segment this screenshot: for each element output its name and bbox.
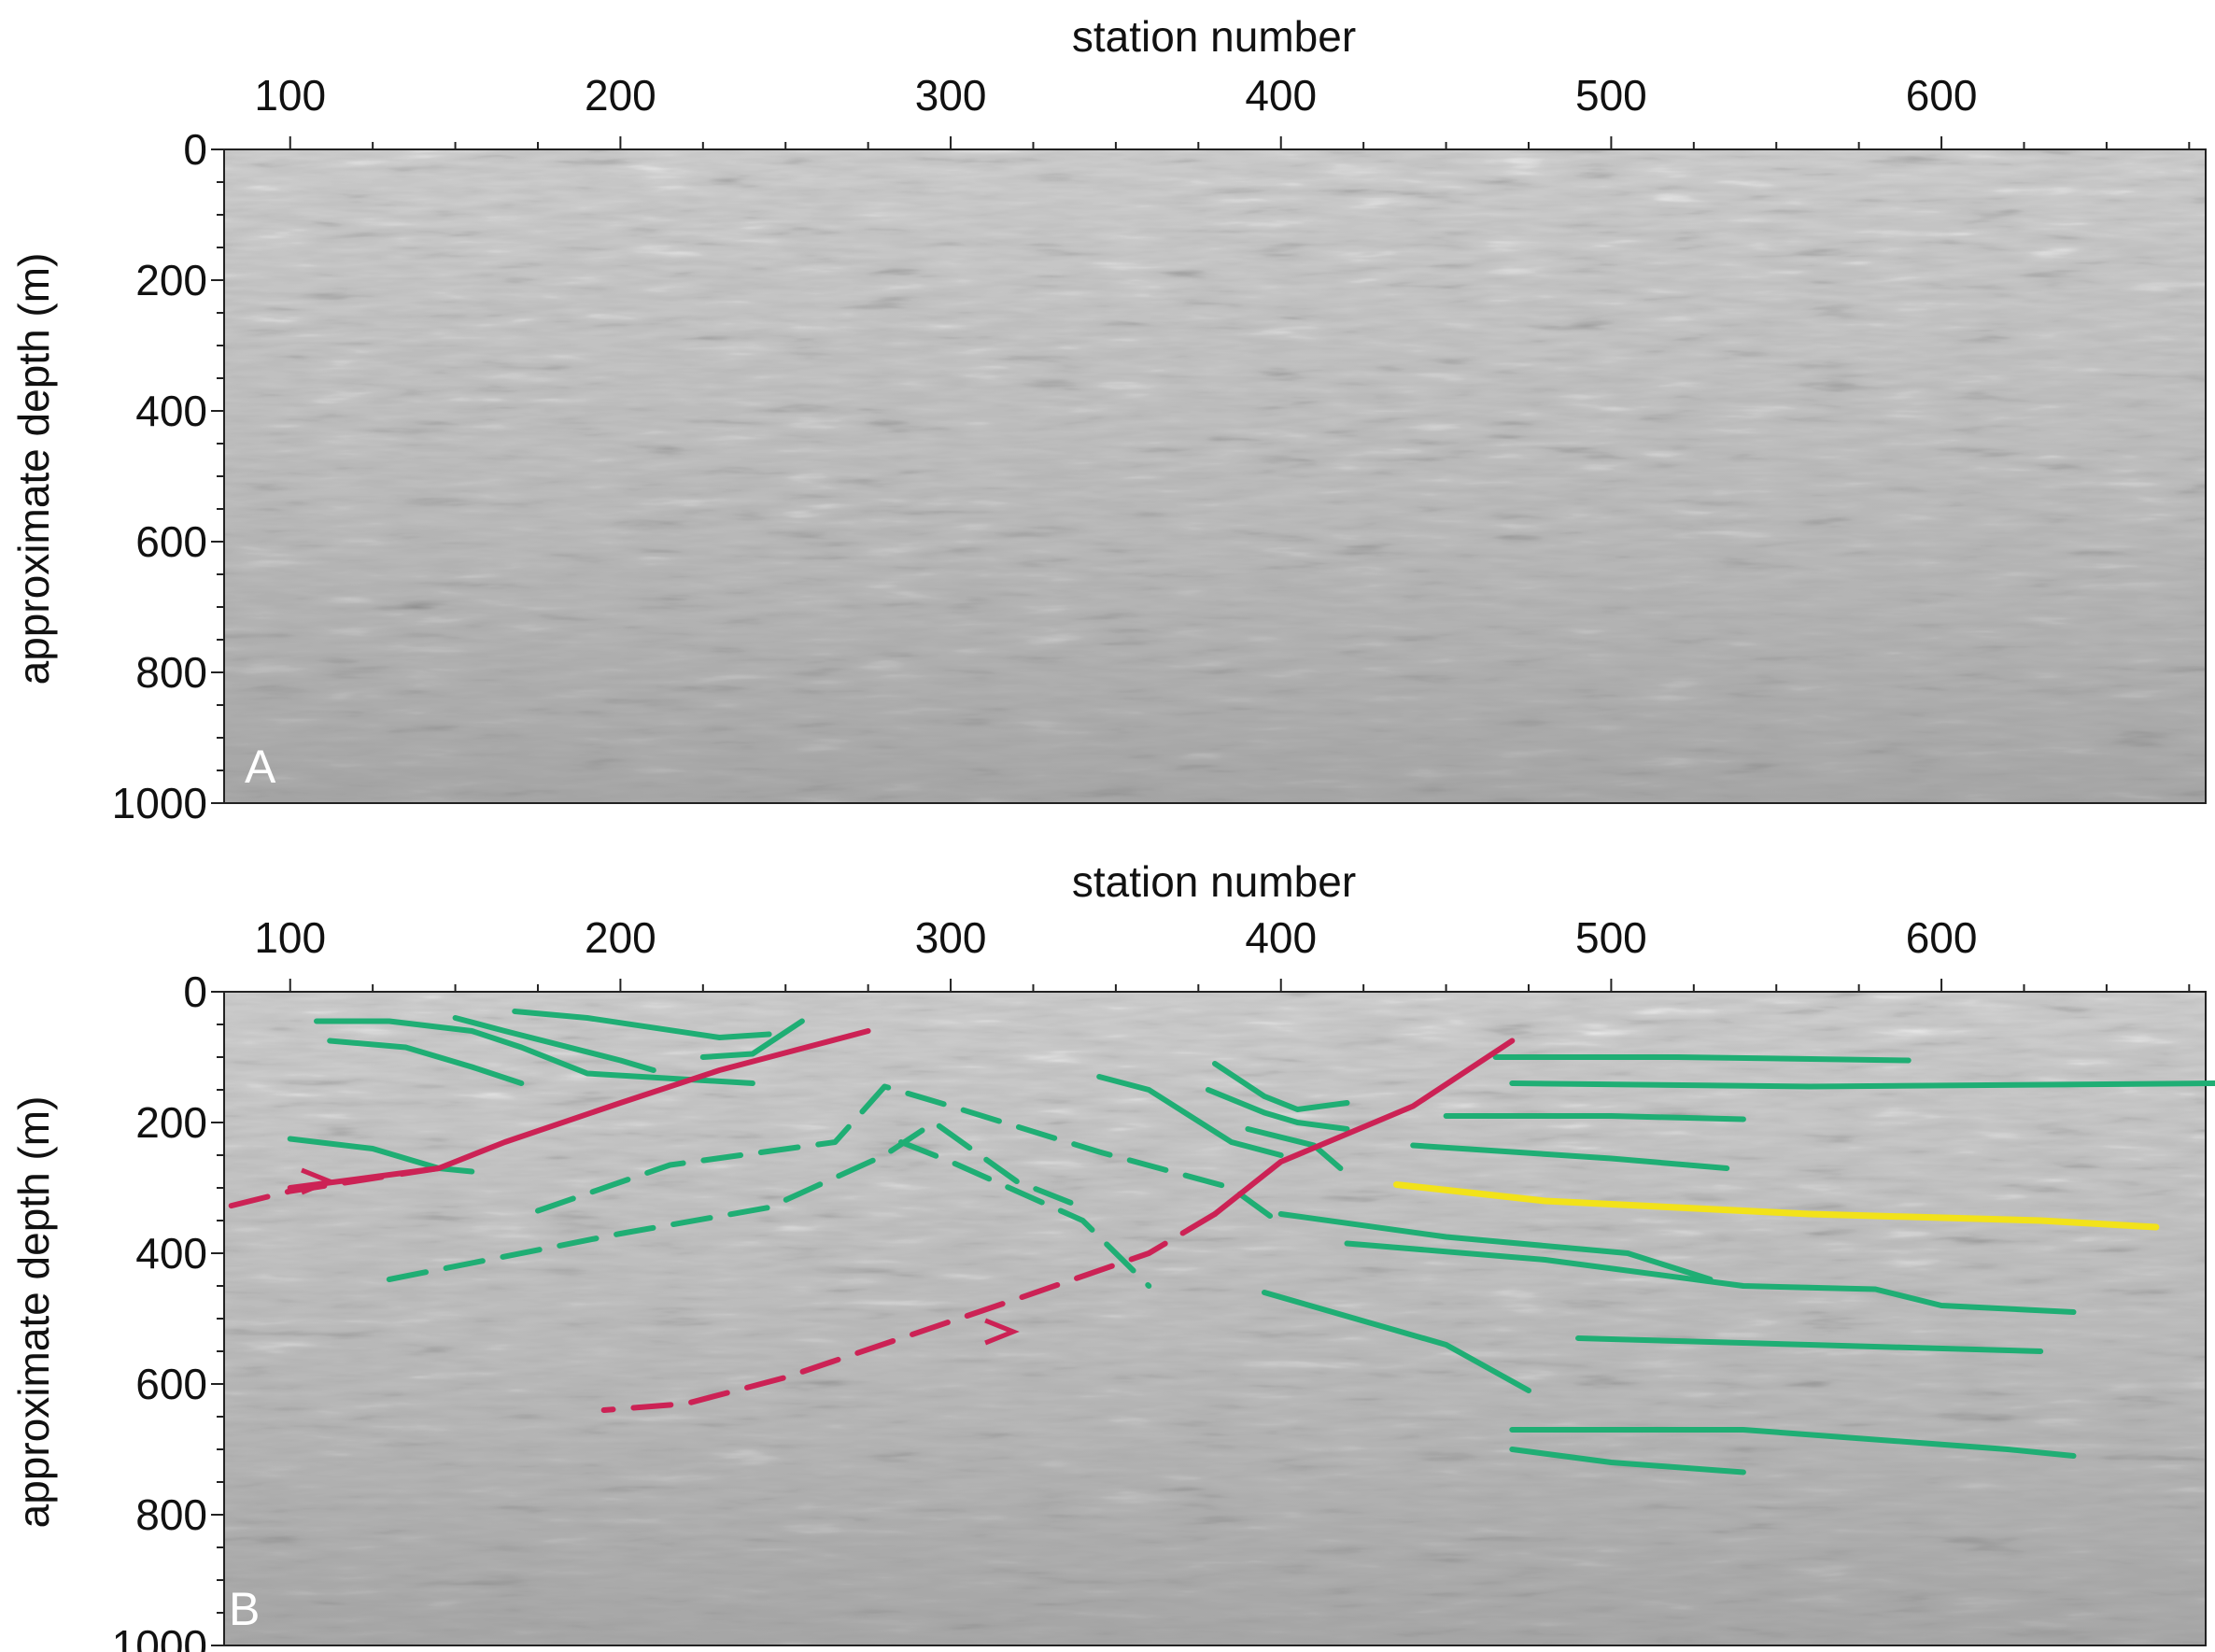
reflector-line [1410, 1142, 1730, 1171]
panel-a-plot-area [223, 148, 2207, 804]
x-tick-label: 100 [254, 71, 326, 120]
x-tick-label: 300 [915, 71, 987, 120]
y-tick-label: 800 [135, 648, 207, 697]
panel-b-interpretation-lines [221, 1009, 2215, 1476]
reflector-line [699, 1018, 805, 1060]
y-tick-label: 0 [183, 967, 207, 1016]
panel-b-plot-area [223, 991, 2207, 1646]
reflector-line [452, 1015, 656, 1073]
fault-direction-arrow [301, 1167, 336, 1195]
y-tick-label: 800 [135, 1490, 207, 1539]
fault-direction-arrow [984, 1318, 1020, 1346]
reflector-line [327, 1038, 525, 1086]
y-tick-label: 200 [135, 256, 207, 304]
x-tick-label: 400 [1245, 71, 1317, 120]
x-tick-label: 500 [1575, 913, 1647, 962]
x-tick-label: 300 [915, 913, 987, 962]
fault-line [1212, 1038, 1516, 1217]
fault-line [600, 1211, 1218, 1413]
reflector-line [1509, 1080, 2215, 1090]
panel-a-y-ticks: 0 200 400 600 800 1000 [112, 125, 225, 827]
panel-a-x-ticks: 100 200 300 400 500 600 [224, 71, 2206, 150]
y-tick-label: 1000 [112, 1621, 207, 1652]
reflector-line [1575, 1335, 2044, 1354]
x-tick-label: 100 [254, 913, 326, 962]
reflector-line [1509, 1447, 1746, 1476]
panel-b-x-axis-title: station number [1072, 857, 1356, 906]
panel-b-y-axis-title: approximate depth (m) [9, 1096, 58, 1529]
reflector-line [1344, 1240, 2077, 1315]
key_reflector-line [1393, 1181, 2160, 1231]
reflector-line [1492, 1054, 1912, 1064]
reflector-line [1277, 1211, 1714, 1282]
reflector-line [1096, 1074, 1284, 1158]
panel-a: station number approximate depth (m) 100… [9, 12, 2207, 827]
x-tick-label: 500 [1575, 71, 1647, 120]
panel-b: station number approximate depth (m) 100… [9, 857, 2215, 1652]
fault-line [221, 1165, 442, 1210]
y-tick-label: 600 [135, 517, 207, 566]
x-tick-label: 200 [585, 913, 656, 962]
x-tick-label: 600 [1906, 913, 1978, 962]
reflector-line [1443, 1113, 1746, 1123]
panel-b-y-ticks: 0 200 400 600 800 1000 [112, 967, 225, 1652]
reflector-line [386, 1120, 1086, 1282]
reflector-line [535, 1083, 1284, 1227]
reflector-line [287, 1136, 475, 1175]
reflector-line [1205, 1087, 1350, 1132]
panel-a-x-axis-title: station number [1072, 12, 1356, 61]
reflector-line [1212, 1061, 1350, 1112]
y-tick-label: 0 [183, 125, 207, 174]
y-tick-label: 600 [135, 1360, 207, 1408]
reflector-line [512, 1009, 772, 1040]
reflector-line [898, 1139, 1152, 1289]
reflector-line [1262, 1290, 1531, 1393]
panel-b-x-ticks: 100 200 300 400 500 600 [224, 913, 2206, 993]
y-tick-label: 400 [135, 1229, 207, 1278]
reflector-line [314, 1018, 755, 1086]
x-tick-label: 400 [1245, 913, 1317, 962]
y-tick-label: 400 [135, 387, 207, 435]
x-tick-label: 600 [1906, 71, 1978, 120]
y-tick-label: 200 [135, 1098, 207, 1147]
x-tick-label: 200 [585, 71, 656, 120]
panel-a-label: A [245, 741, 276, 793]
y-tick-label: 1000 [112, 779, 207, 827]
panel-b-label: B [229, 1583, 260, 1635]
panel-a-y-axis-title: approximate depth (m) [9, 253, 58, 685]
reflector-line [1509, 1427, 2077, 1459]
